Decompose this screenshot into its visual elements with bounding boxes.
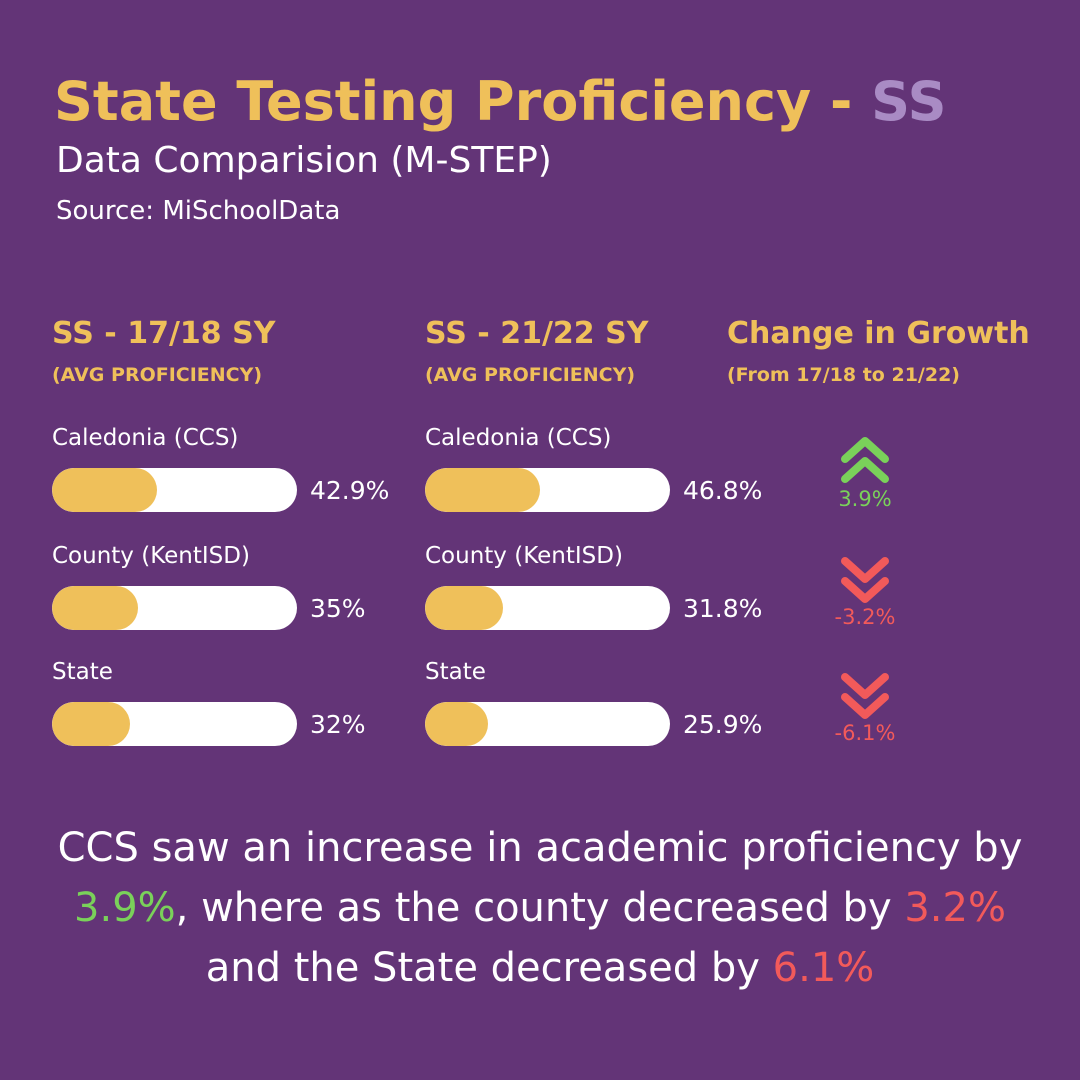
- double-chevron-down-icon: [841, 673, 889, 719]
- row-label-1-1: Caledonia (CCS): [52, 425, 239, 451]
- summary-mid: , where as the county decreased by: [175, 885, 905, 931]
- row-label-2-2: County (KentISD): [425, 543, 623, 569]
- bar-value-label: 35%: [310, 594, 366, 623]
- title-accent: SS: [871, 70, 947, 133]
- bar-track: [425, 468, 670, 512]
- bar-fill: [52, 586, 138, 630]
- col3-subtitle: (From 17/18 to 21/22): [727, 364, 960, 386]
- bar-fill: [425, 586, 503, 630]
- bar-value-label: 31.8%: [683, 594, 763, 623]
- bar-track: [425, 586, 670, 630]
- page-subtitle: Data Comparision (M-STEP): [56, 140, 552, 181]
- bar-value-label: 46.8%: [683, 476, 763, 505]
- bar-value-label: 42.9%: [310, 476, 390, 505]
- bar-fill: [425, 468, 540, 512]
- summary-ccs-change: 3.9%: [74, 885, 176, 931]
- row-label-2-3: State: [425, 659, 486, 685]
- row-label-1-3: State: [52, 659, 113, 685]
- bar-fill: [52, 702, 130, 746]
- page-title: State Testing Proficiency - SS: [54, 70, 947, 133]
- source-note: Source: MiSchoolData: [56, 196, 341, 226]
- bar-fill: [425, 702, 488, 746]
- change-value-label: 3.9%: [838, 487, 892, 511]
- double-chevron-down-icon: [841, 557, 889, 603]
- row-label-1-2: County (KentISD): [52, 543, 250, 569]
- col2-subtitle: (AVG PROFICIENCY): [425, 364, 636, 386]
- row-label-2-1: Caledonia (CCS): [425, 425, 612, 451]
- col3-title: Change in Growth: [727, 316, 1030, 351]
- bar-track: [52, 468, 297, 512]
- bar-value-label: 32%: [310, 710, 366, 739]
- change-value-label: -6.1%: [834, 721, 896, 745]
- bar-value-label: 25.9%: [683, 710, 763, 739]
- title-main: State Testing Proficiency -: [54, 70, 872, 133]
- summary-line3: and the State decreased by: [205, 945, 773, 991]
- summary-county-change: 3.2%: [904, 885, 1006, 931]
- summary-line1: CCS saw an increase in academic proficie…: [57, 825, 1023, 871]
- col1-subtitle: (AVG PROFICIENCY): [52, 364, 263, 386]
- summary-state-change: 6.1%: [772, 945, 875, 991]
- bar-track: [425, 702, 670, 746]
- summary-text: CCS saw an increase in academic proficie…: [40, 818, 1040, 998]
- change-value-label: -3.2%: [834, 605, 896, 629]
- bar-track: [52, 586, 297, 630]
- col1-title: SS - 17/18 SY: [52, 316, 276, 351]
- col2-title: SS - 21/22 SY: [425, 316, 649, 351]
- bar-track: [52, 702, 297, 746]
- bar-fill: [52, 468, 157, 512]
- double-chevron-up-icon: [841, 437, 889, 483]
